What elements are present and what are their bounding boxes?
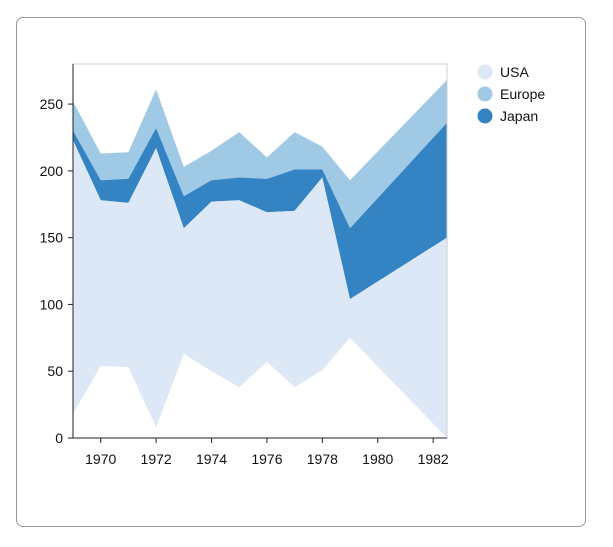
legend-label-usa: USA	[500, 64, 529, 80]
area-europe	[73, 80, 447, 229]
area-japan	[73, 122, 447, 300]
x-tick-label: 1980	[362, 451, 393, 467]
x-ticks: 1970 1972 1974 1976 1978 1980 1982	[85, 438, 449, 467]
y-tick-label: 250	[40, 96, 64, 112]
legend: USA Europe Japan	[477, 64, 545, 124]
area-usa	[73, 140, 447, 438]
y-tick-label: 0	[55, 430, 63, 446]
y-tick-label: 100	[40, 296, 64, 312]
y-ticks: 0 50 100 150 200 250	[40, 96, 73, 446]
x-tick-label: 1978	[307, 451, 338, 467]
legend-swatch-usa	[477, 64, 493, 80]
legend-swatch-europe	[477, 86, 493, 102]
legend-label-japan: Japan	[500, 108, 538, 124]
legend-swatch-japan	[477, 108, 493, 124]
x-tick-label: 1974	[196, 451, 227, 467]
y-tick-label: 150	[40, 230, 64, 246]
y-tick-label: 200	[40, 163, 64, 179]
plot-areas	[73, 80, 447, 438]
x-tick-label: 1970	[85, 451, 116, 467]
legend-label-europe: Europe	[500, 86, 545, 102]
x-tick-label: 1972	[141, 451, 172, 467]
x-tick-label: 1982	[418, 451, 449, 467]
y-tick-label: 50	[47, 363, 63, 379]
x-tick-label: 1976	[251, 451, 282, 467]
